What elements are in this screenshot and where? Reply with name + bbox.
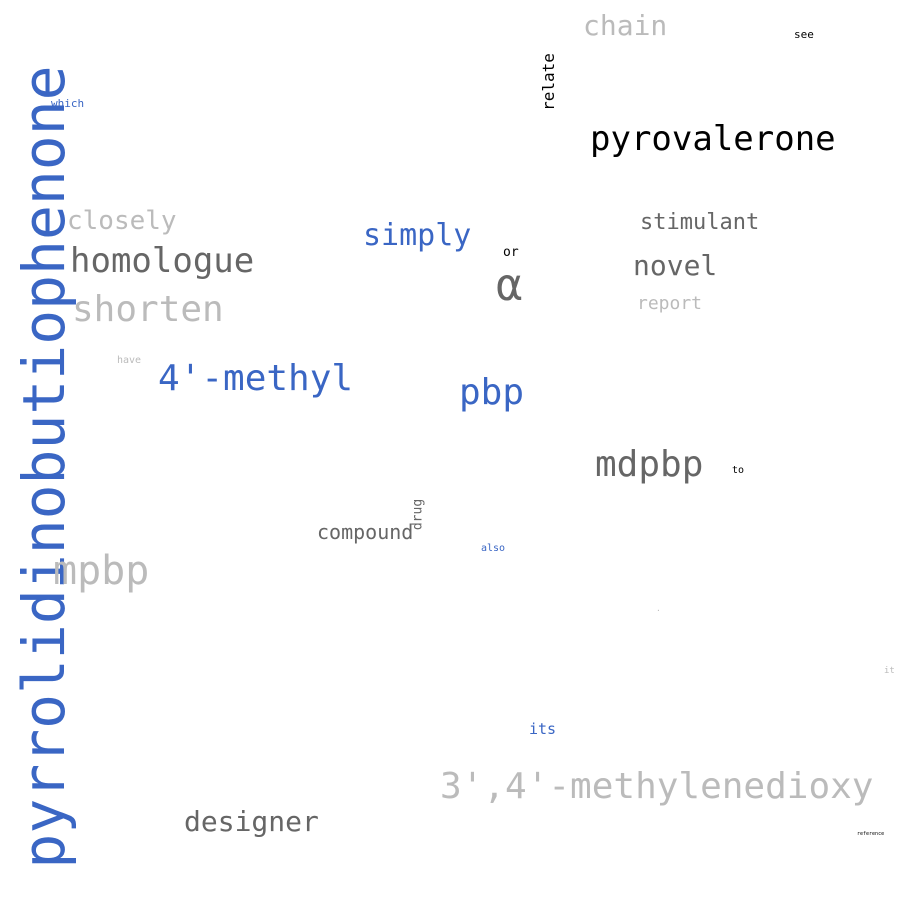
word-compound: compound (317, 520, 414, 544)
word-pyrrolidinobutiophenone: pyrrolidinobutiophenone (10, 65, 78, 869)
word-novel: novel (633, 249, 718, 282)
word-it: it (884, 666, 895, 676)
word-3-4-methylenedioxy: 3',4'-methylenedioxy (440, 766, 874, 807)
word-homologue: homologue (70, 241, 255, 281)
word-designer: designer (184, 805, 319, 838)
word-pbp: pbp (459, 372, 525, 413)
word-see: see (794, 28, 814, 41)
word-shorten: shorten (72, 289, 224, 330)
word-stimulant: stimulant (640, 210, 760, 235)
word-mdpbp: mdpbp (595, 444, 704, 485)
word-relate: relate (539, 53, 558, 111)
word-also: also (481, 543, 506, 554)
word-4-methyl: 4'-methyl (158, 358, 354, 399)
word-alpha: α (496, 260, 523, 311)
word-dot: · (656, 606, 661, 615)
word-simply: simply (363, 218, 472, 253)
word-to: to (732, 465, 745, 476)
word-report: report (637, 293, 703, 314)
word-closely: closely (67, 206, 177, 236)
word-which: which (51, 97, 85, 110)
word-pyrovalerone: pyrovalerone (590, 119, 836, 159)
word-reference: reference (857, 831, 885, 837)
word-its: its (529, 720, 557, 738)
word-mpbp: mpbp (53, 548, 150, 594)
word-have: have (117, 355, 142, 366)
word-chain: chain (583, 9, 668, 42)
word-drug: drug (410, 498, 426, 531)
word-or: or (503, 245, 519, 260)
